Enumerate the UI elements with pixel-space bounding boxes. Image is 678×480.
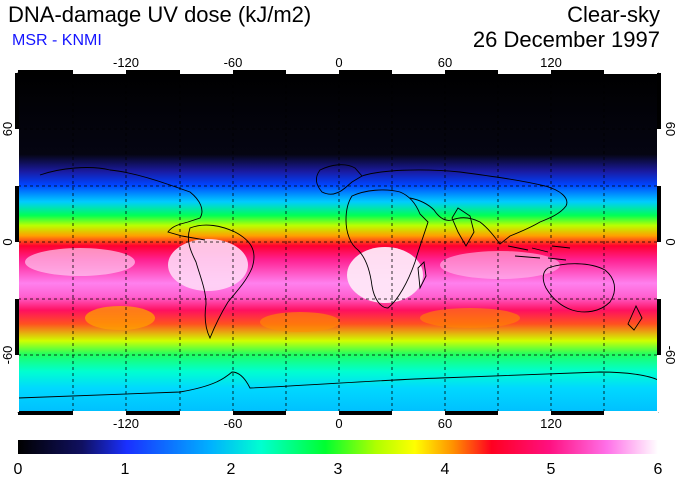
colorbar-tick-1: 1 bbox=[121, 461, 130, 478]
left-border-white-2 bbox=[15, 242, 19, 299]
colorbar-tick-5: 5 bbox=[547, 461, 556, 478]
coast-south-america bbox=[187, 224, 255, 340]
lat-label-left-60n: 60 bbox=[0, 122, 15, 136]
coast-antarctica bbox=[18, 371, 658, 399]
lon-label-top-120e: 120 bbox=[540, 55, 562, 70]
top-border-white-5 bbox=[498, 70, 551, 74]
bottom-border-white-2 bbox=[180, 411, 233, 415]
colorbar-tick-2: 2 bbox=[227, 461, 236, 478]
lat-label-right-0: 0 bbox=[663, 238, 678, 245]
right-border-white-1 bbox=[657, 129, 661, 186]
date-label: 26 December 1997 bbox=[472, 27, 660, 52]
uv-hotspot-south-america bbox=[168, 239, 248, 291]
uv-hotspot-indian-ocean bbox=[440, 251, 560, 279]
sky-mode-label: Clear-sky bbox=[567, 2, 660, 27]
colorbar-tick-4: 4 bbox=[441, 461, 450, 478]
top-border-white-3 bbox=[286, 70, 339, 74]
coast-north-america bbox=[39, 167, 206, 241]
lon-label-top-60w: -60 bbox=[224, 55, 243, 70]
left-border-white-3 bbox=[15, 355, 19, 412]
coast-indonesia bbox=[507, 245, 571, 261]
map-title: DNA-damage UV dose (kJ/m2) bbox=[8, 2, 312, 27]
uv-band-orange-1 bbox=[85, 306, 155, 330]
bottom-border-white-4 bbox=[392, 411, 445, 415]
bottom-border-white-1 bbox=[73, 411, 126, 415]
lon-label-bottom-120w: -120 bbox=[113, 416, 139, 431]
lon-label-bottom-0: 0 bbox=[335, 416, 342, 431]
coast-europe bbox=[315, 164, 363, 195]
left-border-white-1 bbox=[15, 129, 19, 186]
coast-africa bbox=[345, 189, 429, 309]
coastlines bbox=[18, 164, 658, 399]
top-border-white-2 bbox=[180, 70, 233, 74]
lat-label-left-60s: -60 bbox=[0, 346, 15, 365]
lon-label-bottom-60w: -60 bbox=[224, 416, 243, 431]
graticule bbox=[18, 73, 658, 412]
colorbar-tick-3: 3 bbox=[334, 461, 343, 478]
top-border-white-6 bbox=[604, 70, 658, 74]
uv-hotspot-pacific bbox=[25, 248, 135, 276]
bottom-border-white-6 bbox=[604, 411, 658, 415]
lon-label-top-60e: 60 bbox=[438, 55, 452, 70]
top-border-white-4 bbox=[392, 70, 445, 74]
lat-label-right-60s: -60 bbox=[663, 346, 678, 365]
lat-label-left-0: 0 bbox=[0, 238, 15, 245]
colorbar bbox=[18, 440, 658, 454]
bottom-border-white-5 bbox=[498, 411, 551, 415]
uv-field-features bbox=[25, 239, 560, 332]
coast-india bbox=[451, 207, 475, 247]
map-border-ticks bbox=[15, 70, 661, 415]
top-border-white-1 bbox=[73, 70, 126, 74]
lon-label-top-0: 0 bbox=[335, 55, 342, 70]
coast-australia bbox=[542, 263, 616, 313]
colorbar-tick-6: 6 bbox=[654, 461, 663, 478]
right-border-white-2 bbox=[657, 242, 661, 299]
lon-label-top-120w: -120 bbox=[113, 55, 139, 70]
lat-label-right-60n: 60 bbox=[663, 122, 678, 136]
lon-label-bottom-120e: 120 bbox=[540, 416, 562, 431]
source-label: MSR - KNMI bbox=[12, 32, 102, 49]
uv-band-orange-2 bbox=[260, 312, 340, 332]
uv-field-background bbox=[18, 73, 658, 412]
coast-new-zealand bbox=[627, 304, 643, 331]
bottom-border-white-3 bbox=[286, 411, 339, 415]
uv-hotspot-southern-africa bbox=[347, 247, 423, 303]
lon-label-bottom-60e: 60 bbox=[438, 416, 452, 431]
right-border-white-3 bbox=[657, 355, 661, 412]
colorbar-tick-0: 0 bbox=[14, 461, 23, 478]
uv-band-orange-3 bbox=[420, 308, 520, 328]
coast-madagascar bbox=[417, 261, 427, 290]
coast-asia bbox=[361, 169, 568, 245]
